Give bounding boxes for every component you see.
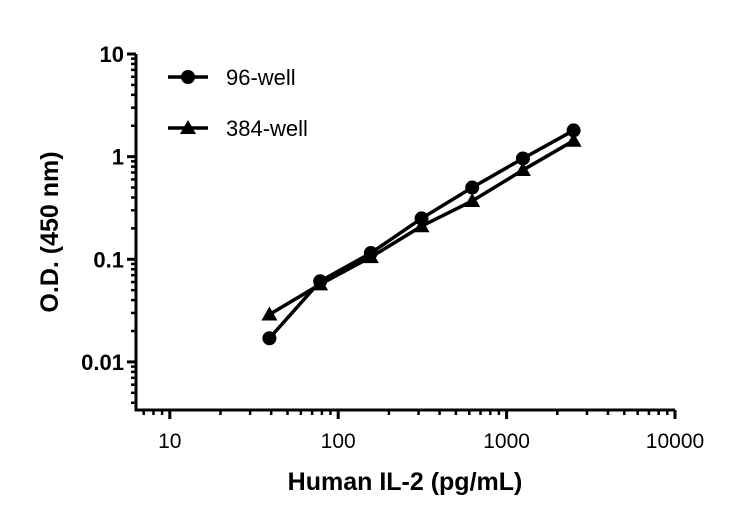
data-point [566, 123, 581, 138]
data-point [362, 249, 379, 264]
legend: 96-well 384-well [168, 65, 308, 141]
data-point [514, 162, 531, 177]
data-point [465, 180, 480, 195]
legend-label: 384-well [226, 116, 308, 141]
x-tick-label: 10 [158, 430, 181, 453]
legend-marker [181, 70, 195, 84]
data-point [413, 218, 430, 233]
data-point [515, 151, 530, 166]
x-tick-label: 100 [321, 430, 356, 453]
series-layer [261, 123, 582, 346]
data-point [464, 192, 481, 207]
data-point [261, 306, 278, 321]
y-tick-label: 0.1 [93, 247, 124, 272]
y-tick-label: 0.01 [81, 350, 124, 375]
data-point [565, 132, 582, 147]
x-tick-label: 10000 [646, 430, 704, 453]
x-tick-label: 1000 [483, 430, 530, 453]
legend-marker [180, 120, 196, 134]
series-384-well [261, 132, 582, 321]
axes: 0.01 0.1 1 10 10 100 1000 10000 [81, 42, 704, 453]
y-tick-label: 10 [100, 42, 124, 67]
series-96-well [262, 123, 581, 346]
y-axis-label: O.D. (450 nm) [36, 151, 64, 312]
x-axis-label: Human IL-2 (pg/mL) [288, 468, 523, 496]
legend-label: 96-well [226, 65, 296, 90]
data-point [312, 276, 329, 291]
y-tick-label: 1 [112, 145, 124, 170]
data-point [262, 331, 277, 346]
